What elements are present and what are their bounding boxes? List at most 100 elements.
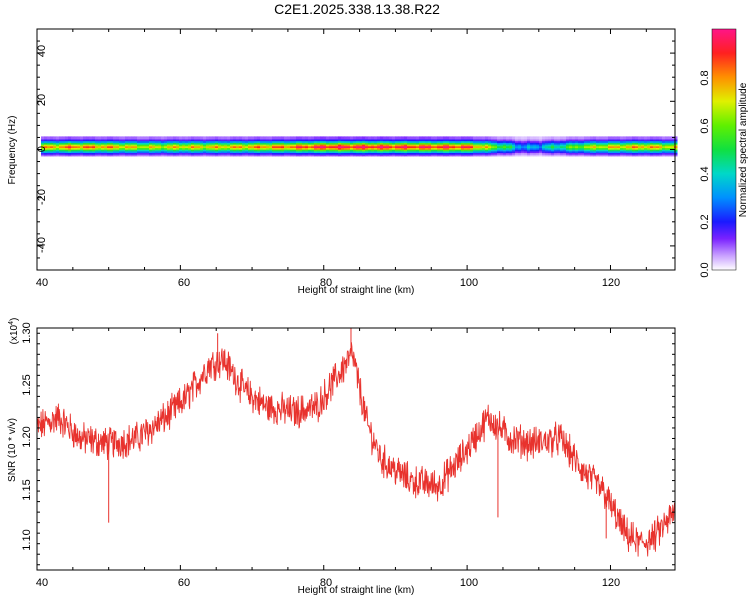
spectrogram-cell xyxy=(386,146,390,150)
spectrogram-cell xyxy=(356,148,360,152)
spectrogram-cell xyxy=(536,141,540,145)
spectrogram-cell xyxy=(386,153,390,157)
spectrogram-cell xyxy=(329,148,333,152)
spectrogram-cell xyxy=(572,143,576,147)
spectrogram-cell xyxy=(131,139,135,143)
spectrogram-cell xyxy=(518,138,522,142)
spectrogram-cell xyxy=(641,143,645,147)
spectrogram-cell xyxy=(515,148,519,152)
spectrogram-cell xyxy=(221,148,225,152)
spectrogram-cell xyxy=(299,141,303,145)
spectrogram-cell xyxy=(92,148,96,152)
spectrogram-cell xyxy=(434,141,438,145)
spectrogram-cell xyxy=(41,144,45,148)
spectrogram-cell xyxy=(482,136,486,140)
spectrogram-cell xyxy=(176,146,180,150)
spectrogram-cell xyxy=(404,141,408,145)
spectrogram-cell xyxy=(569,144,573,148)
spectrogram-cell xyxy=(371,146,375,150)
spectrogram-cell xyxy=(443,148,447,152)
spectrogram-cell xyxy=(629,146,633,150)
spectrogram-cell xyxy=(245,136,249,140)
spectrogram-cell xyxy=(605,151,609,155)
spectrogram-cell xyxy=(323,146,327,150)
spectrogram-cell xyxy=(656,138,660,142)
spectrogram-cell xyxy=(431,144,435,148)
spectrogram-cell xyxy=(182,143,186,147)
spectrogram-cell xyxy=(317,141,321,145)
spectrogram-cell xyxy=(617,153,621,157)
spectrogram-cell xyxy=(476,144,480,148)
spectrogram-cell xyxy=(560,141,564,145)
spectrogram-cell xyxy=(86,136,90,140)
spectrogram-cell xyxy=(629,139,633,143)
spectrogram-cell xyxy=(95,148,99,152)
spectrogram-cell xyxy=(287,149,291,153)
spectrogram-cell xyxy=(65,143,69,147)
spectrogram-cell xyxy=(488,151,492,155)
spectrogram-cell xyxy=(299,151,303,155)
spectrogram-cell xyxy=(131,153,135,157)
spectrogram-cell xyxy=(233,153,237,157)
spectrogram-cell xyxy=(590,136,594,140)
spectrogram-cell xyxy=(563,138,567,142)
spectrogram-cell xyxy=(635,146,639,150)
spectrogram-cell xyxy=(335,144,339,148)
spectrogram-cell xyxy=(413,153,417,157)
spectrogram-cell xyxy=(449,136,453,140)
spectrogram-cell xyxy=(497,144,501,148)
spectrogram-cell xyxy=(152,146,156,150)
spectrogram-cell xyxy=(440,143,444,147)
spectrogram-cell xyxy=(50,151,54,155)
spectrogram-cell xyxy=(308,153,312,157)
spectrogram-cell xyxy=(344,143,348,147)
spectrogram-cell xyxy=(476,149,480,153)
spectrogram-cell xyxy=(56,136,60,140)
colorbar-tick-0-4: 0.4 xyxy=(699,166,711,181)
spectrogram-cell xyxy=(227,149,231,153)
spectrogram-cell xyxy=(176,149,180,153)
spectrogram-cell xyxy=(470,148,474,152)
spectrogram-cell xyxy=(650,136,654,140)
spectrogram-cell xyxy=(455,144,459,148)
spectrogram-cell xyxy=(347,139,351,143)
spectrogram-cell xyxy=(596,141,600,145)
spectrogram-cell xyxy=(62,138,66,142)
spectrogram-cell xyxy=(305,153,309,157)
spectrogram-cell xyxy=(134,149,138,153)
spectrogram-cell xyxy=(335,136,339,140)
spectrogram-cell xyxy=(425,153,429,157)
spectrogram-cell xyxy=(212,146,216,150)
spectrogram-cell xyxy=(446,151,450,155)
spectrogram-cell xyxy=(116,148,120,152)
spectrogram-cell xyxy=(311,148,315,152)
spectrogram-cell xyxy=(563,144,567,148)
spectrogram-cell xyxy=(86,144,90,148)
spectrogram-cell xyxy=(464,138,468,142)
spectrogram-cell xyxy=(353,149,357,153)
spectrogram-cell xyxy=(275,136,279,140)
spectrogram-cell xyxy=(263,148,267,152)
spectrogram-cell xyxy=(461,138,465,142)
spectrogram-cell xyxy=(599,144,603,148)
spectrogram-cell xyxy=(56,153,60,157)
spectrogram-cell xyxy=(182,144,186,148)
spectrogram-cell xyxy=(128,149,132,153)
spectrogram-cell xyxy=(65,153,69,157)
spectrogram-cell xyxy=(605,144,609,148)
spectrogram-cell xyxy=(461,148,465,152)
spectrogram-cell xyxy=(659,153,663,157)
spectrogram-cell xyxy=(167,149,171,153)
spectrogram-cell xyxy=(272,148,276,152)
spectrogram-cell xyxy=(599,149,603,153)
spectrogram-cell xyxy=(419,138,423,142)
spectrogram-cell xyxy=(308,148,312,152)
spectrogram-cell xyxy=(569,151,573,155)
spectrogram-cell xyxy=(107,138,111,142)
spectrogram-cell xyxy=(254,139,258,143)
spectrogram-cell xyxy=(551,141,555,145)
spectrogram-cell xyxy=(596,146,600,150)
spectrogram-cell xyxy=(269,144,273,148)
spectrogram-cell xyxy=(626,151,630,155)
spectrogram-cell xyxy=(197,153,201,157)
